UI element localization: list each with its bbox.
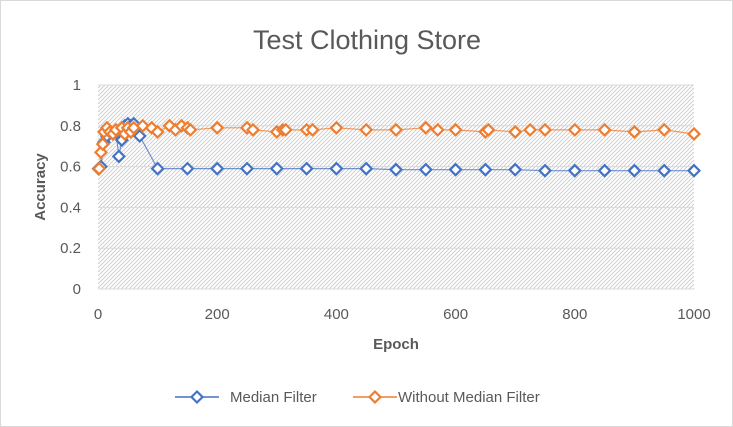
legend-label: Median Filter (230, 389, 317, 406)
series-1 (92, 118, 702, 176)
legend: Median Filter Without Median Filter (175, 389, 540, 406)
data-point (359, 122, 374, 137)
data-point (657, 122, 672, 137)
data-point (430, 122, 445, 137)
data-point (597, 122, 612, 137)
data-point (305, 122, 320, 137)
data-point (388, 162, 404, 177)
data-point (278, 122, 293, 137)
x-tick-label: 400 (324, 306, 349, 323)
x-axis-title: Epoch (373, 336, 419, 353)
data-point (597, 163, 612, 178)
legend-item-0: Median Filter (175, 389, 317, 406)
data-point (657, 163, 672, 178)
data-point (269, 161, 284, 176)
x-tick-label: 600 (443, 306, 468, 323)
data-point (210, 161, 225, 176)
y-tick-label: 1 (73, 77, 81, 94)
y-tick-label: 0 (73, 281, 81, 298)
data-point (299, 161, 314, 176)
y-tick-label: 0.4 (60, 199, 81, 216)
x-tick-label: 800 (562, 306, 587, 323)
data-point (418, 120, 433, 135)
y-tick-label: 0.8 (60, 118, 81, 135)
data-point (537, 163, 553, 178)
legend-label: Without Median Filter (398, 389, 540, 406)
x-tick-label: 1000 (677, 306, 710, 323)
data-point (183, 122, 198, 137)
data-point (627, 163, 642, 178)
data-point (92, 161, 107, 176)
data-point (239, 161, 255, 176)
y-tick-label: 0.2 (60, 240, 81, 257)
data-point (448, 162, 463, 177)
x-axis: 0 200 400 600 800 1000 (94, 306, 711, 323)
data-point (567, 122, 582, 137)
data-point (150, 124, 165, 139)
data-point (686, 163, 702, 178)
data-point (523, 122, 538, 137)
data-point (132, 128, 147, 144)
data-point (481, 122, 496, 137)
data-point (508, 162, 523, 177)
data-point (329, 120, 344, 135)
data-point (95, 137, 110, 152)
data-point (245, 122, 261, 137)
legend-item-1: Without Median Filter (353, 389, 540, 406)
data-point (448, 122, 463, 137)
data-point (478, 162, 493, 177)
data-point (359, 161, 374, 176)
x-tick-label: 200 (205, 306, 230, 323)
data-point (567, 163, 582, 178)
chart-title: Test Clothing Store (253, 25, 481, 55)
y-tick-label: 0.6 (60, 159, 81, 176)
data-point (627, 124, 642, 139)
data-point (150, 161, 165, 176)
legend-marker (189, 389, 205, 405)
data-point (111, 149, 126, 164)
data-point (329, 161, 344, 176)
data-point (418, 162, 433, 177)
data-point (508, 124, 523, 139)
series (91, 116, 702, 178)
plot-area (98, 85, 694, 289)
x-tick-label: 0 (94, 306, 102, 323)
data-point (210, 120, 225, 135)
data-point (388, 122, 404, 137)
legend-marker (367, 389, 383, 405)
y-axis-title: Accuracy (32, 153, 49, 221)
data-point (180, 161, 195, 176)
y-axis: 0 0.2 0.4 0.6 0.8 1 (60, 77, 81, 298)
data-point (686, 126, 702, 142)
data-point (537, 122, 553, 137)
